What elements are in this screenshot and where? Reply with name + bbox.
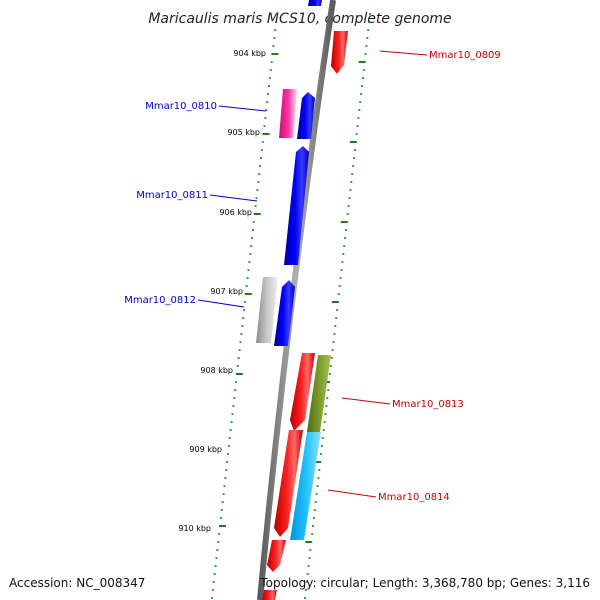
gene-mmar10-0811[interactable] bbox=[284, 146, 309, 265]
gene-top-partial[interactable] bbox=[308, 0, 322, 6]
topology-text: Topology: circular; Length: 3,368,780 bp… bbox=[259, 576, 590, 590]
gene-red-909[interactable] bbox=[274, 430, 303, 537]
gene-red-bottom-partial[interactable] bbox=[262, 590, 277, 600]
gene-label-mmar10-0813[interactable]: Mmar10_0813 bbox=[392, 399, 464, 410]
map-title: Maricaulis maris MCS10, complete genome bbox=[148, 11, 451, 27]
gene-label-mmar10-0809[interactable]: Mmar10_0809 bbox=[429, 50, 501, 61]
leader-mmar10-0813 bbox=[341, 397, 391, 405]
gene-red-908[interactable] bbox=[290, 353, 315, 431]
gene-mmar10-0812[interactable] bbox=[256, 277, 278, 343]
gene-blue-905[interactable] bbox=[297, 92, 315, 139]
gene-mmar10-0810[interactable] bbox=[279, 89, 297, 138]
scale-label-904: 904 kbp bbox=[233, 49, 266, 58]
leader-mmar10-0812 bbox=[197, 299, 245, 308]
scale-label-909: 909 kbp bbox=[189, 445, 222, 454]
gene-label-mmar10-0812[interactable]: Mmar10_0812 bbox=[124, 295, 196, 306]
gene-label-mmar10-0811[interactable]: Mmar10_0811 bbox=[136, 190, 208, 201]
gene-red-910[interactable] bbox=[267, 540, 286, 572]
gene-mmar10-0813[interactable] bbox=[307, 355, 331, 432]
leader-mmar10-0809 bbox=[379, 50, 428, 56]
right-scale-ticks bbox=[304, 13, 371, 599]
gene-mmar10-0814[interactable] bbox=[290, 432, 321, 540]
accession-text: Accession: NC_008347 bbox=[9, 576, 145, 590]
scale-label-907: 907 kbp bbox=[210, 287, 243, 296]
gene-blue-907[interactable] bbox=[274, 280, 295, 346]
left-scale-ticks bbox=[211, 13, 279, 599]
gene-mmar10-0809[interactable] bbox=[331, 31, 348, 74]
scale-label-906: 906 kbp bbox=[219, 208, 252, 217]
scale-label-908: 908 kbp bbox=[200, 366, 233, 375]
scale-label-905: 905 kbp bbox=[227, 128, 260, 137]
leader-mmar10-0810 bbox=[218, 105, 267, 112]
leader-mmar10-0814 bbox=[327, 489, 377, 498]
scale-label-910: 910 kbp bbox=[178, 524, 211, 533]
leader-mmar10-0811 bbox=[209, 194, 258, 202]
gene-label-mmar10-0814[interactable]: Mmar10_0814 bbox=[378, 492, 450, 503]
gene-label-mmar10-0810[interactable]: Mmar10_0810 bbox=[145, 101, 217, 112]
